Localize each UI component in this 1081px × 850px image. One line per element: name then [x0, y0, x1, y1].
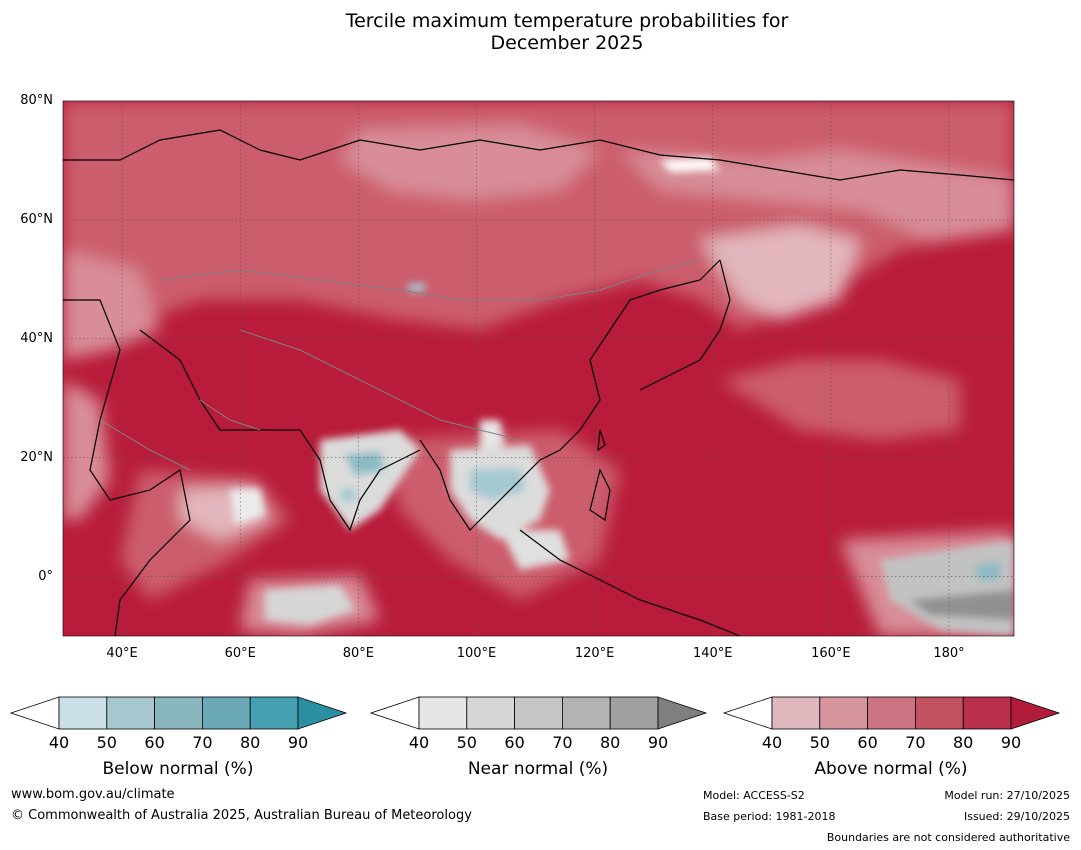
above-colorbar-high-extend [1010, 696, 1061, 730]
below-colorbar-low-extend [9, 696, 60, 730]
near-colorbar-segment [562, 696, 611, 730]
near-colorbar-tick: 50 [456, 733, 477, 752]
above-colorbar-tick: 70 [905, 733, 926, 752]
above-colorbar-segment [962, 696, 1012, 730]
above-colorbar-segment [819, 696, 868, 730]
near-colorbar-segment [514, 696, 563, 730]
lat-label: 40°N [20, 330, 53, 346]
above-colorbar-tick: 60 [857, 733, 878, 752]
below-colorbar-segment [249, 696, 299, 730]
map-frame [62, 100, 1015, 637]
below-colorbar-tick: 50 [96, 733, 117, 752]
website-link[interactable]: www.bom.gov.au/climate [11, 787, 175, 802]
lon-label: 180° [933, 646, 965, 661]
model-run-date: Model run: 27/10/2025 [944, 789, 1070, 802]
below-colorbar-segment [154, 696, 203, 730]
below-colorbar-tick: 80 [240, 733, 261, 752]
base-period: Base period: 1981-2018 [703, 810, 836, 823]
near-colorbar-tick: 40 [408, 733, 430, 752]
country-borders [99, 259, 701, 471]
lon-label: 60°E [224, 646, 256, 661]
below-normal-label: Below normal (%) [102, 759, 254, 779]
near-colorbar-low-extend [369, 696, 420, 730]
below-colorbar-segment [106, 696, 156, 730]
lon-label: 80°E [342, 646, 374, 661]
below-colorbar-segment [58, 696, 108, 730]
near-colorbar-tick: 60 [504, 733, 525, 752]
title-line-2: December 2025 [490, 32, 644, 54]
lat-label: 20°N [20, 449, 53, 465]
issued-date: Issued: 29/10/2025 [963, 810, 1070, 823]
map-field [63, 101, 1014, 636]
above-colorbar-segment [867, 696, 916, 730]
chart-title: Tercile maximum temperature probabilitie… [0, 10, 1081, 54]
above-colorbar-tick: 50 [809, 733, 830, 752]
below-colorbar-tick: 90 [287, 733, 309, 752]
coastlines [63, 129, 1014, 636]
near-colorbar-segment [466, 696, 515, 730]
lon-label: 160°E [811, 646, 851, 661]
colorbars [9, 696, 1061, 730]
above-colorbar-tick: 40 [761, 733, 783, 752]
lat-label: 80°N [20, 93, 53, 108]
above-colorbar-tick: 80 [953, 733, 974, 752]
near-normal-label: Near normal (%) [467, 759, 609, 779]
gridlines [63, 101, 1014, 636]
below-colorbar-tick: 40 [48, 733, 70, 752]
lon-label: 120°E [574, 646, 615, 661]
below-colorbar [9, 696, 348, 730]
below-colorbar-tick: 70 [192, 733, 213, 752]
lon-label: 100°E [456, 646, 497, 661]
near-colorbar-high-extend [657, 696, 708, 730]
below-colorbar-high-extend [297, 696, 348, 730]
title-line-1: Tercile maximum temperature probabilitie… [345, 10, 789, 32]
above-colorbar-tick: 90 [1000, 733, 1022, 752]
lat-label: 0° [38, 568, 53, 584]
near-colorbar-tick: 90 [647, 733, 669, 752]
lat-label: 60°N [20, 211, 53, 227]
above-colorbar [722, 696, 1061, 730]
near-colorbar-tick: 80 [600, 733, 621, 752]
near-colorbar [369, 696, 708, 730]
below-colorbar-segment [201, 696, 251, 730]
model-name: Model: ACCESS-S2 [703, 789, 805, 802]
above-colorbar-low-extend [722, 696, 773, 730]
boundaries-disclaimer: Boundaries are not considered authoritat… [826, 831, 1070, 844]
below-colorbar-tick: 60 [144, 733, 165, 752]
near-colorbar-tick: 70 [552, 733, 573, 752]
above-normal-label: Above normal (%) [814, 759, 968, 779]
above-colorbar-segment [771, 696, 821, 730]
near-colorbar-segment [418, 696, 468, 730]
lon-label: 40°E [106, 646, 138, 661]
near-colorbar-segment [609, 696, 659, 730]
copyright-text: © Commonwealth of Australia 2025, Austra… [11, 808, 472, 823]
above-colorbar-segment [915, 696, 964, 730]
lon-label: 140°E [692, 646, 733, 661]
